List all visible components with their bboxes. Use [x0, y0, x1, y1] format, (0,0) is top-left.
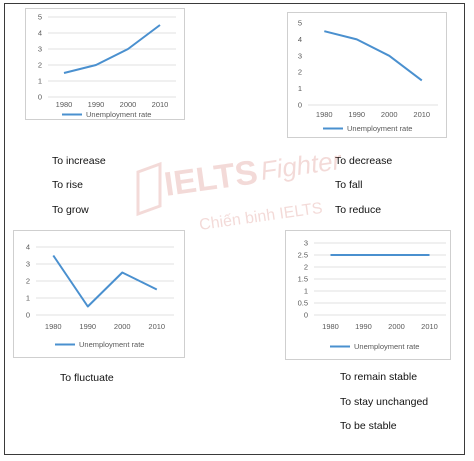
x-tick-label: 1980: [45, 322, 62, 331]
legend-label: Unemployment rate: [347, 124, 412, 133]
x-tick-label: 1980: [316, 110, 333, 119]
x-tick-label: 1990: [88, 100, 105, 109]
y-tick-label: 2: [38, 61, 42, 70]
y-tick-label: 5: [38, 13, 42, 22]
watermark-shield-icon: [136, 161, 162, 217]
x-tick-label: 1990: [79, 322, 96, 331]
legend-label: Unemployment rate: [354, 342, 419, 351]
caption-to-decrease: To decrease: [335, 155, 393, 167]
watermark-tagline: Chiến binh IELTS: [198, 200, 323, 234]
x-tick-label: 2010: [421, 322, 438, 331]
y-tick-label: 3: [304, 239, 308, 248]
y-tick-label: 3: [38, 45, 42, 54]
x-tick-label: 2000: [114, 322, 131, 331]
x-tick-label: 1980: [322, 322, 339, 331]
y-tick-label: 2: [298, 68, 302, 77]
y-tick-label: 4: [38, 29, 42, 38]
caption-to-be-stable: To be stable: [340, 420, 397, 432]
y-tick-label: 2.5: [298, 251, 308, 260]
y-tick-label: 2: [304, 263, 308, 272]
caption-to-fall: To fall: [335, 179, 363, 191]
caption-to-reduce: To reduce: [335, 204, 382, 216]
x-tick-label: 1980: [56, 100, 73, 109]
series-line: [63, 24, 161, 74]
figure-frame: 0 1 2 3 4 5 1980 1990 2000 2010 Unemployment rate …: [4, 3, 465, 455]
y-tick-label: 0: [26, 311, 30, 320]
caption-to-stay-unchanged: To stay unchanged: [340, 396, 429, 408]
caption-to-grow: To grow: [52, 204, 89, 216]
watermark-brand-script: Fighter: [259, 145, 345, 186]
y-tick-label: 0: [298, 101, 302, 110]
x-tick-label: 2010: [152, 100, 169, 109]
y-tick-label: 2: [26, 277, 30, 286]
y-tick-label: 0.5: [298, 299, 308, 308]
x-tick-label: 1990: [348, 110, 365, 119]
y-tick-label: 3: [298, 51, 302, 60]
y-tick-label: 0: [304, 311, 308, 320]
legend-label: Unemployment rate: [86, 110, 151, 119]
chart-fluctuate-svg: 0 1 2 3 4 1980 1990 2000 2010 Unemployment rate: [26, 243, 174, 349]
chart-stable-svg: 0 0.5 1 1.5 2 2.5 3 1980 1990 2000 2010 Unemploymen…: [298, 239, 446, 351]
y-tick-label: 3: [26, 260, 30, 269]
chart-decrease: 0 1 2 3 4 5 1980 1990 2000 2010 Unemployment rate: [287, 12, 447, 138]
y-tick-label: 1: [304, 287, 308, 296]
y-tick-label: 4: [26, 243, 30, 252]
y-tick-label: 1.5: [298, 275, 308, 284]
caption-to-fluctuate: To fluctuate: [60, 372, 114, 384]
y-tick-label: 1: [38, 77, 42, 86]
y-tick-label: 4: [298, 35, 302, 44]
caption-to-rise: To rise: [52, 179, 83, 191]
x-tick-label: 2000: [120, 100, 137, 109]
caption-to-increase: To increase: [52, 155, 106, 167]
x-tick-label: 2010: [413, 110, 430, 119]
y-tick-label: 0: [38, 93, 42, 102]
legend-label: Unemployment rate: [79, 340, 144, 349]
chart-stable: 0 0.5 1 1.5 2 2.5 3 1980 1990 2000 2010 Unemploymen…: [285, 230, 451, 360]
x-tick-label: 2000: [388, 322, 405, 331]
x-tick-label: 1990: [355, 322, 372, 331]
series-line: [52, 254, 158, 308]
x-tick-label: 2000: [381, 110, 398, 119]
x-tick-label: 2010: [148, 322, 165, 331]
y-tick-label: 1: [26, 294, 30, 303]
y-tick-label: 1: [298, 84, 302, 93]
series-line: [324, 30, 423, 82]
y-tick-label: 5: [298, 19, 302, 28]
chart-fluctuate: 0 1 2 3 4 1980 1990 2000 2010 Unemployment rate: [13, 230, 185, 358]
caption-to-remain-stable: To remain stable: [340, 371, 418, 383]
chart-increase: 0 1 2 3 4 5 1980 1990 2000 2010 Unemployment rate: [25, 8, 185, 120]
watermark-brand: IELTS: [162, 153, 260, 204]
